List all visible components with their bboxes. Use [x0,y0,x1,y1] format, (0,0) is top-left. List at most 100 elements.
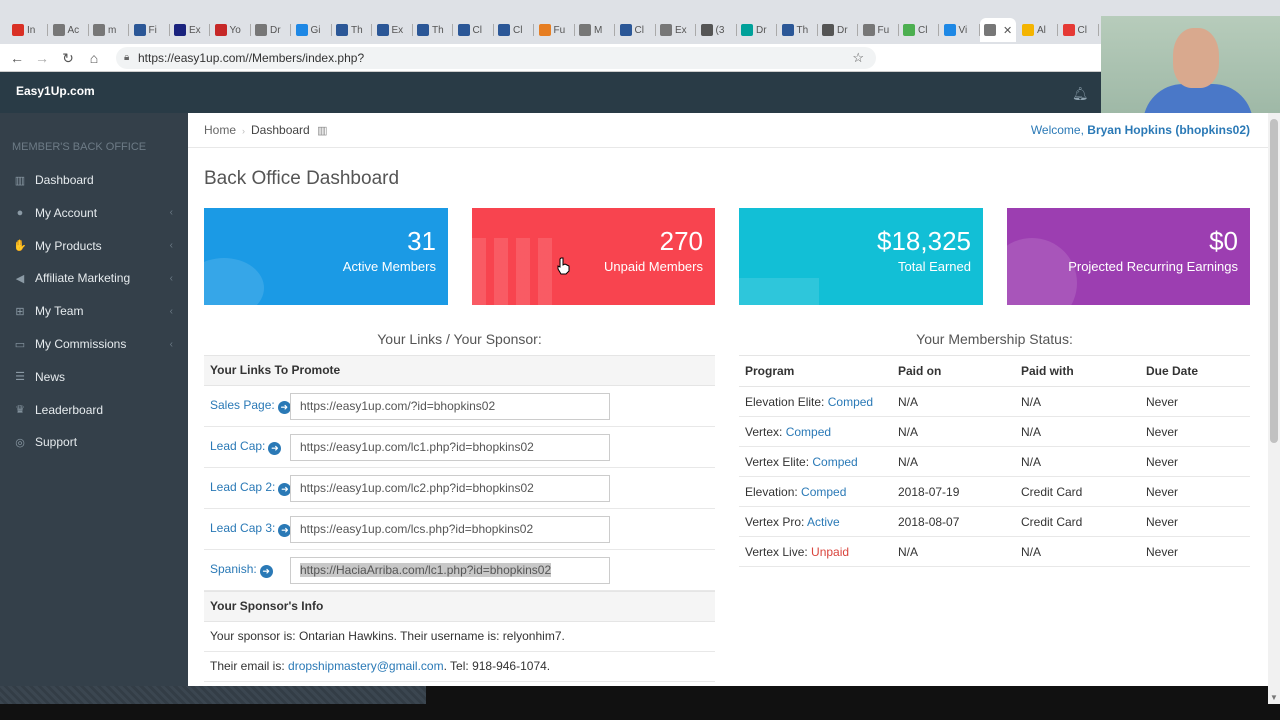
sidebar-title: MEMBER'S BACK OFFICE [12,141,147,153]
browser-tab[interactable]: Cl [1059,18,1099,42]
stat-card[interactable]: $18,325 Total Earned [739,208,983,305]
promo-link-url: https://easy1up.com/?id=bhopkins02 [300,399,496,413]
tab-close-icon[interactable]: ✕ [1003,24,1013,37]
sidebar-item-my-team[interactable]: ⊞ My Team ‹ [0,295,188,327]
page-scrollbar[interactable]: ▼ [1268,113,1280,704]
browser-tab[interactable]: Th [413,18,453,42]
arrow-circle-right-icon[interactable]: ➜ [278,483,292,496]
browser-tab[interactable]: Dr [818,18,858,42]
status-badge[interactable]: Comped [827,394,874,409]
browser-tab[interactable]: Ex [373,18,413,42]
browser-tab[interactable]: Vi [940,18,980,42]
browser-tab[interactable]: Th [778,18,818,42]
program-name: Vertex Elite: [745,454,810,469]
browser-tab[interactable]: Cl [899,18,939,42]
bar-chart-icon: ▥ [14,174,26,187]
sidebar-item-my-products[interactable]: ✋ My Products ‹ [0,230,188,262]
table-row: Vertex Pro: Active 2018-08-07 Credit Card N… [739,506,1250,537]
browser-tab[interactable]: Gi [292,18,332,42]
sponsor-email-prefix: Their email is: [210,659,285,673]
scrollbar-thumb[interactable] [1270,119,1278,443]
stat-value: $0 [1209,226,1238,256]
tab-label: Dr [270,24,281,36]
sidebar-item-affiliate-marketing[interactable]: ◀ Affiliate Marketing ‹ [0,262,188,294]
promo-link-field[interactable]: https://HaciaArriba.com/lc1.php?id=bhopk… [290,557,610,584]
stat-label: Total Earned [898,259,971,274]
tab-favicon-icon [862,24,875,36]
promo-link-field[interactable]: https://easy1up.com/lcs.php?id=bhopkins0… [290,516,610,543]
browser-tab[interactable]: Fu [859,18,899,42]
status-badge[interactable]: Comped [785,424,832,439]
sidebar-item-support[interactable]: ◎ Support [0,426,188,458]
browser-tab[interactable]: Ex [170,18,210,42]
program-name: Vertex Pro: [745,514,805,529]
tab-separator [168,24,170,36]
browser-tab[interactable]: Cl [616,18,656,42]
promo-link-label[interactable]: Spanish: ➜ [210,562,273,578]
sidebar-item-my-commissions[interactable]: ▭ My Commissions ‹ [0,328,188,360]
table-row: Elevation Elite: Comped N/A N/A Never [739,386,1250,417]
paid-with-cell: N/A [1015,416,1140,447]
browser-tab[interactable]: Cl [454,18,494,42]
browser-tab[interactable]: (3 [697,18,737,42]
reload-icon[interactable]: ↻ [62,50,74,66]
home-icon[interactable]: ⌂ [89,50,99,66]
arrow-circle-right-icon[interactable]: ➜ [277,401,291,414]
scroll-down-icon[interactable]: ▼ [1270,693,1278,702]
sidebar-item-dashboard[interactable]: ▥ Dashboard [0,164,188,196]
promo-link-label[interactable]: Sales Page: ➜ [210,398,291,414]
stat-card[interactable]: 31 Active Members [204,208,448,305]
browser-tab[interactable]: Fu [535,18,575,42]
sidebar-item-news[interactable]: ☰ News [0,361,188,393]
browser-tab[interactable]: Al [1018,18,1058,42]
browser-tab[interactable]: M [575,18,615,42]
browser-tab[interactable]: ✕ [980,18,1016,42]
address-bar[interactable]: 🔒︎ https://easy1up.com//Members/index.ph… [116,47,876,69]
breadcrumb-home[interactable]: Home [204,123,237,137]
browser-tab[interactable]: Ac [49,18,89,42]
tab-separator [47,24,48,36]
arrow-circle-right-icon[interactable]: ➜ [268,442,282,455]
arrow-circle-right-icon[interactable]: ➜ [278,524,292,537]
stat-card-decoration [739,278,819,305]
status-badge[interactable]: Active [807,514,840,529]
promo-link-field[interactable]: https://easy1up.com/?id=bhopkins02 [290,393,610,420]
stat-card[interactable]: $0 Projected Recurring Earnings [1007,208,1250,305]
browser-tab[interactable]: Th [332,18,372,42]
header-divider [188,147,1268,148]
browser-tab[interactable]: m [89,18,129,42]
tab-separator [249,24,251,36]
bullhorn-icon: ◀ [15,272,25,285]
promo-link-row: Spanish: ➜ https://HaciaArriba.com/lc1.php… [204,550,715,591]
status-badge[interactable]: Unpaid [811,544,850,559]
status-badge[interactable]: Comped [812,454,858,469]
column-header: Due Date [1140,355,1250,387]
promo-link-field[interactable]: https://easy1up.com/lc1.php?id=bhopkins0… [290,434,610,461]
bell-icon[interactable]: 🔔︎ [1072,86,1089,101]
browser-tab[interactable]: Ex [656,18,696,42]
promo-link-label[interactable]: Lead Cap 2: ➜ [210,480,292,496]
tab-separator [533,24,534,36]
browser-tab[interactable]: Dr [737,18,777,42]
sidebar-item-my-account[interactable]: ● My Account ‹ [0,197,188,229]
thumbs-up-icon: ✋ [13,240,27,253]
bookmark-star-icon[interactable]: ☆ [852,50,864,65]
browser-tab[interactable]: Cl [494,18,534,42]
back-icon[interactable]: ← [10,50,24,66]
stat-card[interactable]: 270 Unpaid Members [472,208,715,305]
forward-icon[interactable]: → [35,50,49,66]
browser-tab[interactable]: Fi [130,18,170,42]
promo-link-field[interactable]: https://easy1up.com/lc2.php?id=bhopkins0… [290,475,610,502]
arrow-circle-right-icon[interactable]: ➜ [259,565,273,578]
promo-link-label[interactable]: Lead Cap 3: ➜ [210,521,292,537]
site-brand[interactable]: Easy1Up.com [16,84,95,98]
sidebar-item-leaderboard[interactable]: ♛ Leaderboard [0,394,188,426]
browser-tab[interactable]: Yo [211,18,251,42]
tab-label: Fu [877,24,890,36]
browser-tab[interactable]: In [8,18,48,42]
welcome-user-name[interactable]: Bryan Hopkins (bhopkins02) [1087,123,1250,137]
status-badge[interactable]: Comped [801,484,847,499]
sponsor-email-link[interactable]: dropshipmastery@gmail.com [288,659,444,673]
promo-link-label[interactable]: Lead Cap: ➜ [210,439,282,455]
browser-tab[interactable]: Dr [251,18,291,42]
